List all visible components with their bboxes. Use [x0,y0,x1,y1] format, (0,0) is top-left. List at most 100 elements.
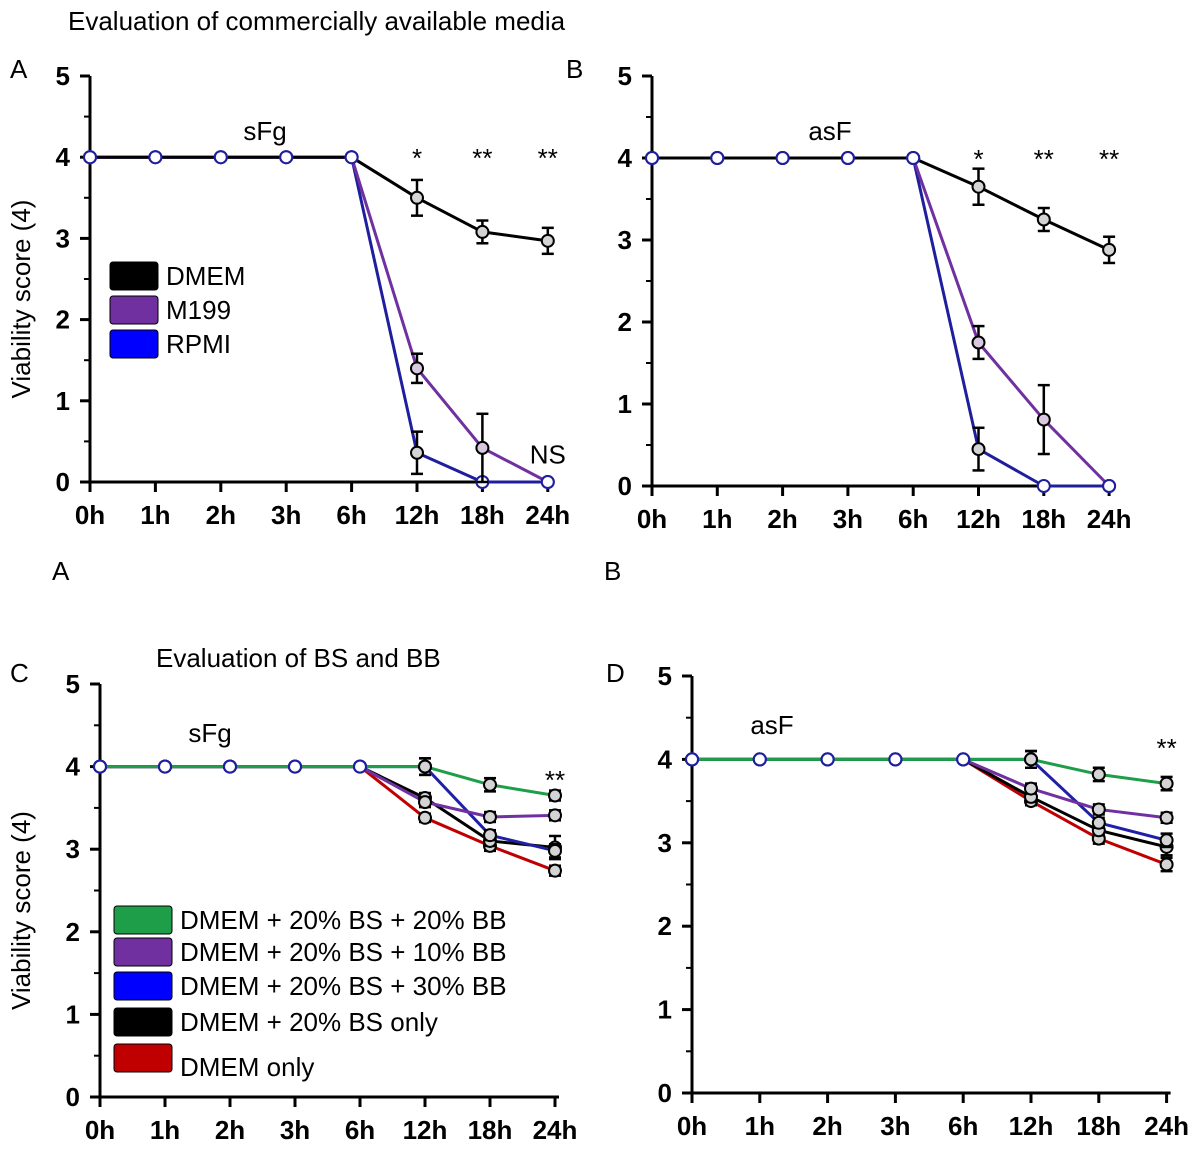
series-line-dmem-20-bs-20-bb [692,757,1167,786]
series-line-dmem [652,156,1110,252]
extra-label-a: A [52,556,70,586]
x-tick-label-12h: 12h [1009,1111,1054,1141]
data-point-dmem [344,150,359,165]
x-tick-label-2h: 2h [206,500,236,530]
x-tick-label-12h: 12h [956,504,1001,534]
data-point-rpmi [410,445,424,460]
legend-swatch-20bs-10bb [113,937,173,967]
x-tick-label-0h: 0h [637,504,667,534]
y-tick-label: 0 [56,467,70,497]
legend-swatch-m199 [109,295,159,325]
y-tick-label: 5 [66,669,80,699]
data-point-dmem-20-bs-10-bb [1091,802,1106,817]
legend-swatch-20bs-only [113,1007,173,1037]
y-tick-label: 5 [658,661,672,691]
data-point-dmem-20-bs-20-bb [685,752,699,767]
y-tick-label: 2 [66,917,80,947]
y-tick-label: 3 [618,225,632,255]
x-tick-label-24h: 24h [533,1115,578,1145]
data-point-m199 [410,361,424,376]
data-point-dmem [475,224,490,239]
x-tick-label-24h: 24h [1144,1111,1189,1141]
data-point-dmem-20-bs-20-bb [820,752,835,767]
x-tick-label-2h: 2h [812,1111,842,1141]
annotation-star: * [412,143,422,173]
data-point-dmem-20-bs-20-bb [548,788,562,803]
data-point-dmem-20-bs-20-bb [353,759,367,774]
y-tick-label: 2 [658,911,672,941]
legend-panel-a: DMEM M199 RPMI [109,261,245,359]
x-tick-label-6h: 6h [948,1111,978,1141]
x-tick-label-0h: 0h [75,500,105,530]
x-tick-label-6h: 6h [336,500,366,530]
annotation-double-star: ** [1034,144,1054,174]
x-tick-label-0h: 0h [677,1111,707,1141]
data-point-dmem-20-bs-10-bb [418,795,432,810]
data-point-dmem-20-bs-20-bb [483,777,497,792]
legend-label-dmem: DMEM [166,261,245,291]
data-point-m199 [540,475,555,489]
panel-subtitle: asF [750,710,793,740]
data-point-dmem-20-bs-10-bb [548,808,562,823]
x-tick-label-1h: 1h [745,1111,775,1141]
x-tick-label-12h: 12h [395,500,440,530]
y-axis-label: Viability score (4) [6,811,36,1010]
data-point-dmem [1036,212,1051,227]
x-tick-label-3h: 3h [833,504,863,534]
legend-label-20bs-only: DMEM + 20% BS only [180,1007,438,1037]
legend-label-20bs-20bb: DMEM + 20% BS + 20% BB [180,905,507,935]
legend-panel-c: DMEM + 20% BS + 20% BB DMEM + 20% BS + 1… [113,905,507,1082]
chart-panel-d: 0 1 2 3 4 5 0h 1h 2h 3h 6h 12h 18h 24h asF ** [658,661,1189,1141]
data-point-dmem-only [548,863,562,878]
x-tick-label-6h: 6h [898,504,928,534]
legend-swatch-20bs-30bb [113,971,173,1001]
data-point-dmem [906,151,921,165]
y-tick-label: 1 [66,999,80,1029]
data-point-m199 [1102,479,1117,493]
panel-d-letter: D [606,658,625,688]
data-point-dmem-20-bs-20-bb [158,759,172,774]
data-point-rpmi [971,442,986,457]
data-point-dmem-20-bs-20-bb [1091,767,1106,782]
data-point-dmem [840,151,855,165]
series-line-rpmi [90,155,548,484]
data-point-dmem [1102,242,1117,257]
page-title: Evaluation of commercially available med… [68,6,566,36]
x-tick-label-18h: 18h [1021,504,1066,534]
extra-label-b: B [604,556,621,586]
data-point-dmem [540,233,555,248]
data-point-dmem-20-bs-30-bb [1091,815,1106,830]
x-tick-label-12h: 12h [403,1115,448,1145]
data-point-dmem-20-bs-20-bb [752,752,767,767]
data-point-dmem-20-bs-20-bb [418,759,432,774]
chart-panel-c: 0 1 2 3 4 5 0h 1h 2h 3h 6h 12h 18h 24h Viability score… [6,669,577,1145]
data-point-m199 [971,335,986,350]
x-tick-label-1h: 1h [140,500,170,530]
panel-subtitle: sFg [188,718,231,748]
data-point-dmem [148,150,163,165]
legend-label-20bs-30bb: DMEM + 20% BS + 30% BB [180,971,507,1001]
legend-swatch-rpmi [109,329,159,359]
x-tick-label-3h: 3h [880,1111,910,1141]
series-line-dmem-20-bs-20-bb [100,765,556,797]
x-tick-label-2h: 2h [215,1115,245,1145]
data-point-dmem-20-bs-30-bb [483,828,497,843]
y-tick-label: 0 [66,1082,80,1112]
annotation-star: * [973,144,983,174]
x-tick-label-18h: 18h [460,500,505,530]
legend-swatch-20bs-20bb [113,905,173,935]
legend-label-rpmi: RPMI [166,329,231,359]
data-point-dmem-20-bs-20-bb [288,759,302,774]
y-tick-label: 3 [66,834,80,864]
data-point-dmem [775,151,790,165]
x-tick-label-3h: 3h [271,500,301,530]
data-point-dmem [83,150,97,165]
data-point-dmem-20-bs-30-bb [1159,833,1174,848]
y-tick-label: 5 [56,61,70,91]
data-point-dmem [645,151,659,165]
data-point-dmem-20-bs-20-bb [1024,752,1038,767]
data-point-dmem-20-bs-30-bb [548,843,562,858]
annotation-double-star: ** [472,143,492,173]
data-point-dmem [710,151,725,165]
